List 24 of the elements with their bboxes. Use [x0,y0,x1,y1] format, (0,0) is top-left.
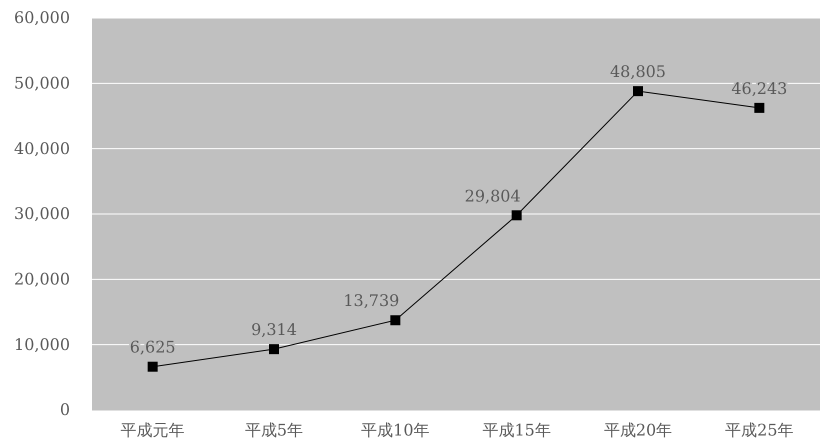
data-label: 48,805 [610,62,666,82]
y-tick-label: 30,000 [14,204,70,224]
point [269,344,279,354]
point [754,102,764,113]
y-tick-label: 60,000 [14,8,70,28]
x-tick-label: 平成5年 [244,420,304,440]
x-tick-label: 平成10年 [361,420,430,440]
y-tick-label: 20,000 [14,269,70,288]
data-label: 29,804 [464,186,521,206]
y-tick-label: 10,000 [14,334,70,354]
x-tick-label: 平成15年 [482,420,551,440]
x-tick-label: 平成元年 [120,420,185,440]
x-tick-label: 平成25年 [725,420,794,440]
y-tick-label: 0 [60,400,70,420]
data-label: 46,243 [731,78,788,98]
point [633,86,643,96]
data-label: 13,739 [343,291,400,310]
point [390,315,400,326]
point [148,362,158,372]
y-tick-label: 50,000 [14,73,70,92]
data-label: 9,314 [251,320,297,340]
x-tick-label: 平成20年 [604,420,672,440]
point [512,210,522,220]
y-tick-label: 40,000 [14,138,70,158]
